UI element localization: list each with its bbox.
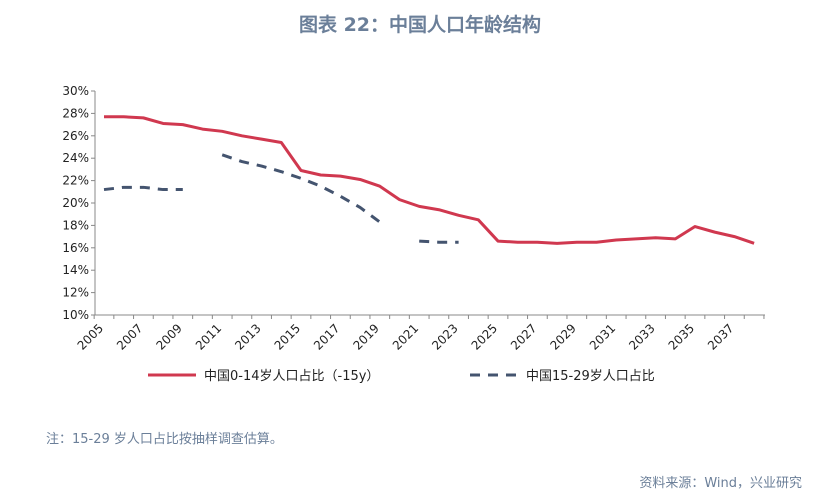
y-tick-label: 24% [62, 151, 89, 165]
series-line-1 [221, 153, 381, 224]
series-line-0 [104, 115, 755, 245]
y-tick-label: 18% [62, 218, 89, 232]
chart-source: 资料来源：Wind，兴业研究 [639, 476, 802, 491]
y-tick-label: 28% [62, 106, 89, 120]
y-tick-label: 26% [62, 129, 89, 143]
x-tick-label: 2029 [547, 321, 578, 352]
chart-title: 图表 22：中国人口年龄结构 [298, 14, 542, 36]
x-tick-label: 2037 [705, 321, 736, 352]
legend-label-1: 中国15-29岁人口占比 [526, 369, 655, 384]
legend-label-0: 中国0-14岁人口占比（-15y） [204, 369, 379, 384]
x-tick-label: 2015 [272, 321, 303, 352]
x-tick-label: 2033 [626, 321, 657, 352]
y-tick-label: 30% [62, 84, 89, 98]
x-tick-label: 2023 [429, 321, 460, 352]
y-tick-label: 14% [62, 263, 89, 277]
x-tick-label: 2027 [508, 321, 539, 352]
x-tick-label: 2031 [587, 321, 618, 352]
x-tick-label: 2025 [469, 321, 500, 352]
y-tick-label: 12% [62, 286, 89, 300]
x-tick-label: 2007 [114, 321, 145, 352]
x-tick-label: 2017 [311, 321, 342, 352]
y-tick-label: 22% [62, 174, 89, 188]
series-line-1 [103, 185, 183, 192]
x-tick-label: 2009 [153, 321, 184, 352]
x-tick-label: 2011 [193, 321, 224, 352]
line-chart: 10% 12% 14% 16% 18% 20% 22% 24% 26% 28% 30% 2005 200… [62, 84, 765, 384]
chart-note: 注：15-29 岁人口占比按抽样调查估算。 [46, 432, 283, 447]
y-tick-label: 10% [62, 308, 89, 322]
x-tick-label: 2019 [350, 321, 381, 352]
series-line-1 [419, 239, 459, 244]
x-tick-label: 2005 [75, 321, 106, 352]
x-tick-label: 2021 [390, 321, 421, 352]
x-tick-label: 2013 [232, 321, 263, 352]
x-tick-label: 2035 [666, 321, 697, 352]
y-tick-label: 16% [62, 241, 89, 255]
y-tick-label: 20% [62, 196, 89, 210]
